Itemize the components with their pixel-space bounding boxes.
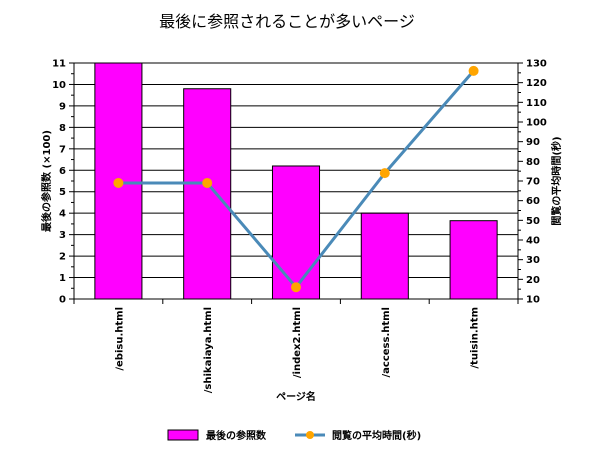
y2-axis-label: 閲覧の平均時間(秒) [550, 136, 563, 225]
bar [360, 212, 409, 300]
legend: 最後の参照数 閲覧の平均時間(秒) [167, 429, 421, 442]
x-axis-label: ページ名 [276, 390, 316, 403]
y2-tick-label: 90 [526, 137, 540, 148]
y2-tick-label: 60 [526, 196, 540, 207]
axes [69, 62, 523, 304]
legend-bar-swatch [167, 429, 199, 441]
legend-bar-label: 最後の参照数 [206, 429, 267, 442]
y2-tick-label: 130 [526, 59, 547, 70]
x-tick-label: /access.html [381, 307, 392, 378]
bar [449, 220, 498, 300]
x-tick-label: /index2.html [292, 307, 303, 378]
y-axis-label: 最後の参照数 (×100) [40, 130, 53, 232]
y2-tick-label: 100 [526, 118, 547, 129]
y-tick-label: 9 [59, 101, 66, 112]
right-axis-ticks: 10 20 30 40 50 60 70 80 90 100 110 120 130 [526, 59, 547, 306]
legend-line-marker [306, 431, 314, 439]
bar-series [94, 62, 498, 300]
line-point [468, 65, 479, 76]
y-tick-label: 11 [52, 59, 66, 70]
y-tick-label: 8 [59, 123, 66, 134]
x-tick-label: /tuisin.htm [470, 307, 481, 369]
bar [271, 165, 321, 300]
x-axis-ticks: /ebisu.html/shikaiaya.html/index2.html/a… [114, 307, 480, 393]
chart-title: 最後に参照されることが多いページ [159, 12, 415, 31]
y2-tick-label: 120 [526, 78, 547, 89]
x-tick-label: /ebisu.html [114, 307, 125, 371]
bar [183, 88, 232, 300]
y-tick-label: 10 [52, 80, 66, 91]
y2-tick-label: 20 [526, 275, 540, 286]
y2-tick-label: 80 [526, 157, 540, 168]
y2-tick-label: 10 [526, 295, 540, 306]
y2-tick-label: 30 [526, 255, 540, 266]
line-point [291, 282, 301, 293]
y-tick-label: 7 [59, 144, 66, 155]
y-tick-label: 5 [59, 187, 66, 198]
line-point [113, 177, 124, 188]
line-point [379, 168, 390, 179]
y-tick-label: 4 [59, 209, 66, 220]
legend-line-label: 閲覧の平均時間(秒) [332, 429, 421, 442]
line-point [202, 177, 213, 188]
y2-tick-label: 110 [526, 98, 547, 109]
y-tick-label: 0 [59, 295, 66, 306]
left-axis-ticks: 0 1 2 3 4 5 6 7 8 9 10 11 [52, 59, 66, 306]
y2-tick-label: 50 [526, 216, 540, 227]
y-tick-label: 3 [59, 230, 66, 241]
y-tick-label: 1 [59, 273, 66, 284]
y2-tick-label: 70 [526, 177, 540, 188]
y2-tick-label: 40 [526, 236, 540, 247]
line-series [113, 65, 479, 293]
x-tick-label: /shikaiaya.html [203, 307, 214, 393]
y-tick-label: 6 [59, 166, 66, 177]
y-tick-label: 2 [59, 252, 66, 263]
